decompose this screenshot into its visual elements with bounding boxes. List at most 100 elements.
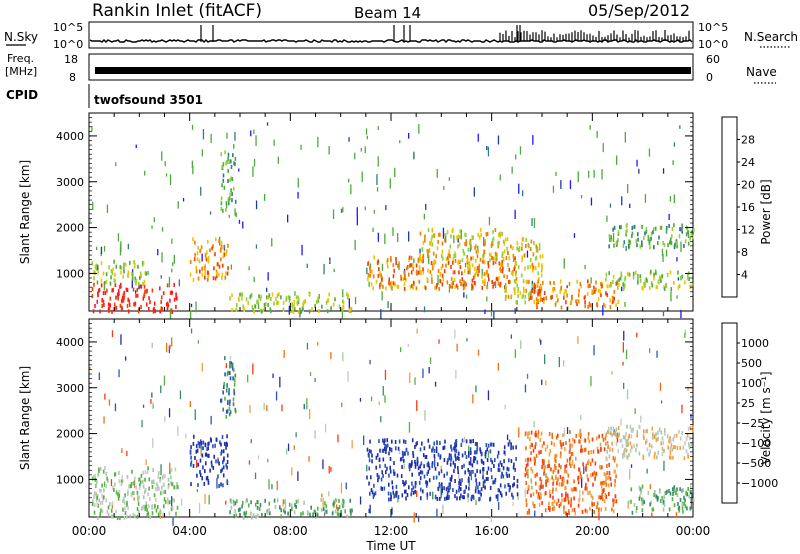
data-cell xyxy=(662,507,665,512)
data-cell xyxy=(417,270,420,275)
data-cell xyxy=(627,501,629,509)
data-cell xyxy=(663,242,666,247)
data-cell xyxy=(220,469,222,474)
data-cell xyxy=(134,279,137,284)
data-cell xyxy=(528,291,531,296)
data-cell xyxy=(204,452,207,457)
data-cell xyxy=(196,448,199,453)
data-cell xyxy=(642,456,645,460)
data-cell xyxy=(619,438,622,443)
data-cell xyxy=(433,233,435,238)
data-cell xyxy=(172,497,174,502)
data-cell xyxy=(382,448,385,453)
data-cell xyxy=(199,248,201,253)
data-cell xyxy=(469,472,471,477)
data-cell xyxy=(662,310,665,317)
data-cell xyxy=(228,412,231,417)
data-cell xyxy=(134,276,137,281)
data-cell xyxy=(441,241,444,246)
data-cell xyxy=(270,297,272,301)
data-cell xyxy=(673,445,675,450)
data-cell xyxy=(263,303,266,307)
data-cell xyxy=(621,444,624,449)
data-cell xyxy=(100,246,103,254)
data-cell xyxy=(501,259,503,264)
data-cell xyxy=(477,485,479,490)
data-cell xyxy=(393,494,395,499)
data-cell xyxy=(397,494,400,499)
data-cell xyxy=(617,434,620,439)
data-cell xyxy=(467,468,469,473)
data-cell xyxy=(497,281,500,286)
data-cell xyxy=(449,482,451,487)
data-cell xyxy=(470,494,473,499)
data-cell xyxy=(287,295,290,300)
data-cell xyxy=(638,168,640,174)
data-cell xyxy=(392,263,395,268)
data-cell xyxy=(426,277,429,282)
data-cell xyxy=(375,465,377,470)
data-cell xyxy=(238,168,240,172)
data-cell xyxy=(169,308,172,319)
data-cell xyxy=(540,479,543,484)
data-cell xyxy=(111,271,114,276)
data-cell xyxy=(441,486,443,491)
data-cell xyxy=(514,260,517,265)
data-cell xyxy=(624,283,626,288)
data-cell xyxy=(496,277,499,282)
data-cell xyxy=(93,491,96,496)
data-cell xyxy=(245,297,248,302)
data-cell xyxy=(470,256,472,261)
data-cell xyxy=(400,347,402,353)
data-cell xyxy=(451,284,453,289)
data-cell xyxy=(641,497,643,502)
data-cell xyxy=(548,459,550,464)
data-cell xyxy=(534,445,536,449)
data-cell xyxy=(490,252,492,257)
data-cell xyxy=(423,306,426,313)
data-cell xyxy=(112,287,114,292)
data-cell xyxy=(511,166,513,174)
data-cell xyxy=(631,226,634,230)
data-cell xyxy=(464,262,467,268)
data-cell xyxy=(637,280,639,285)
data-cell xyxy=(477,249,479,254)
data-cell xyxy=(553,442,555,447)
data-cell xyxy=(131,280,133,289)
data-cell xyxy=(288,305,290,315)
data-cell xyxy=(555,466,557,470)
data-cell xyxy=(166,306,169,311)
data-cell xyxy=(468,451,470,456)
data-cell xyxy=(128,299,131,304)
data-cell xyxy=(605,433,607,438)
data-cell xyxy=(454,453,456,458)
data-cell xyxy=(430,273,433,278)
data-cell xyxy=(368,449,371,454)
data-cell xyxy=(275,296,277,301)
data-cell xyxy=(97,270,99,275)
data-cell xyxy=(489,258,491,263)
data-cell xyxy=(499,262,502,267)
data-cell xyxy=(212,465,215,470)
data-cell xyxy=(549,295,552,300)
data-cell xyxy=(100,283,103,288)
data-cell xyxy=(309,408,311,419)
data-cell xyxy=(420,487,422,492)
data-cell xyxy=(456,456,459,460)
data-cell xyxy=(542,280,544,285)
data-cell xyxy=(403,463,405,470)
data-cell xyxy=(526,510,529,515)
data-cell xyxy=(614,494,617,499)
data-cell xyxy=(461,282,463,287)
data-cell xyxy=(325,300,328,305)
data-cell xyxy=(224,356,226,361)
data-cell xyxy=(201,272,204,277)
data-cell xyxy=(635,509,638,514)
data-cell xyxy=(124,511,127,515)
data-cell xyxy=(573,507,576,512)
data-cell xyxy=(434,381,437,387)
data-cell xyxy=(669,240,672,245)
data-cell xyxy=(569,457,571,462)
data-cell xyxy=(514,256,516,261)
data-cell xyxy=(124,506,126,511)
